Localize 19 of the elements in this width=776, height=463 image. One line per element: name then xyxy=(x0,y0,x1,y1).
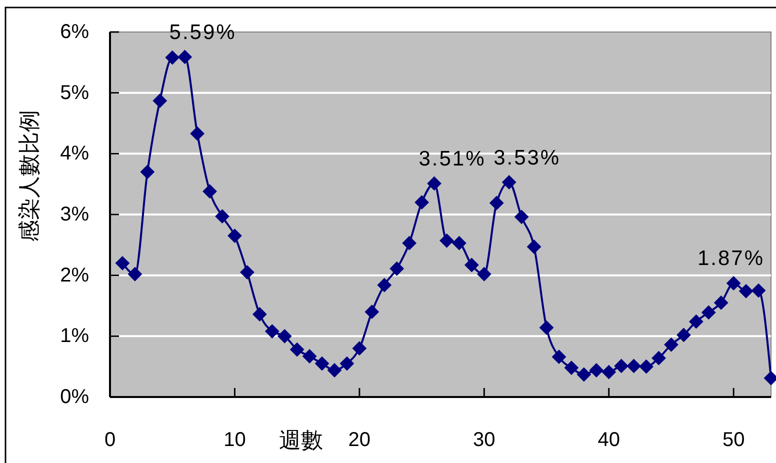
ytick-label: 6% xyxy=(60,21,89,43)
xtick-label: 50 xyxy=(722,429,745,451)
xlabel: 週數 xyxy=(279,428,323,452)
ylabel: 感染人數比例 xyxy=(16,110,42,242)
data-label: 5.59% xyxy=(169,20,236,44)
data-label: 3.51% xyxy=(418,147,486,170)
data-label: 3.53% xyxy=(494,146,561,170)
ytick-label: 0% xyxy=(60,386,89,408)
xtick-label: 20 xyxy=(348,429,371,451)
xtick-label: 10 xyxy=(224,429,246,451)
data-label: 1.87% xyxy=(697,247,765,270)
xtick-label: 0 xyxy=(104,429,116,451)
xtick-label: 30 xyxy=(473,429,496,451)
ytick-label: 3% xyxy=(60,204,89,226)
ytick-label: 5% xyxy=(60,82,89,104)
ytick-label: 4% xyxy=(60,142,89,165)
xtick-label: 40 xyxy=(598,429,620,451)
ytick-label: 1% xyxy=(60,325,89,348)
ytick-label: 2% xyxy=(60,264,89,286)
